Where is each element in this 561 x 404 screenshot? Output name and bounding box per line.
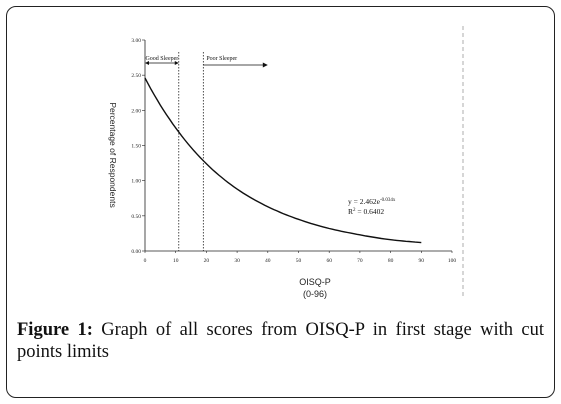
x-axis-label: OISQ-P [299, 277, 331, 287]
y-tick-label: 1.50 [131, 144, 141, 150]
regression-equation: y = 2.462e-0.034x [348, 197, 396, 206]
chart: 0 10 20 30 40 50 60 70 80 90 100 0.00 0.50 1.00 1.50 2.… [108, 26, 464, 299]
x-tick-label: 60 [326, 258, 332, 264]
x-tick-label: 50 [296, 258, 302, 264]
y-tick-label: 0.50 [131, 214, 141, 220]
poor-sleeper-label: Poor Sleeper [206, 56, 237, 62]
caption-label: Figure 1: [17, 320, 93, 340]
good-sleeper-arrowhead-left [145, 61, 149, 65]
y-tick-label: 1.00 [131, 179, 141, 185]
x-tick-label: 90 [419, 258, 425, 264]
x-tick-label: 80 [388, 258, 394, 264]
sleeper-zones: Good Sleeper Poor Sleeper [145, 56, 268, 68]
x-tick-label: 30 [234, 258, 240, 264]
x-tick-label: 70 [357, 258, 363, 264]
x-tick-label: 40 [265, 258, 271, 264]
good-sleeper-arrowhead-right [174, 61, 179, 65]
x-axis-range-label: (0-96) [303, 289, 327, 299]
cut-point-lines [178, 52, 204, 251]
figure-caption: Figure 1: Graph of all scores from OISQ-… [17, 319, 544, 363]
y-tick-label: 2.50 [131, 73, 141, 79]
chart-ticks: 0 10 20 30 40 50 60 70 80 90 100 0.00 0.50 1.00 1.50 2.… [131, 38, 456, 264]
good-sleeper-label: Good Sleeper [145, 56, 178, 62]
x-tick-label: 100 [448, 258, 457, 264]
poor-sleeper-arrowhead [262, 62, 268, 68]
x-tick-label: 20 [204, 258, 210, 264]
x-tick-label: 10 [173, 258, 179, 264]
y-tick-label: 2.00 [131, 108, 141, 114]
x-tick-label: 0 [144, 258, 147, 264]
series-curve [144, 77, 422, 244]
r-squared: R2 = 0.6402 [348, 207, 384, 216]
y-tick-label: 3.00 [131, 38, 141, 44]
caption-text: Graph of all scores from OISQ-P in first… [17, 320, 544, 362]
y-axis-label: Percentage of Respondents [108, 102, 118, 207]
y-tick-label: 0.00 [131, 249, 141, 255]
